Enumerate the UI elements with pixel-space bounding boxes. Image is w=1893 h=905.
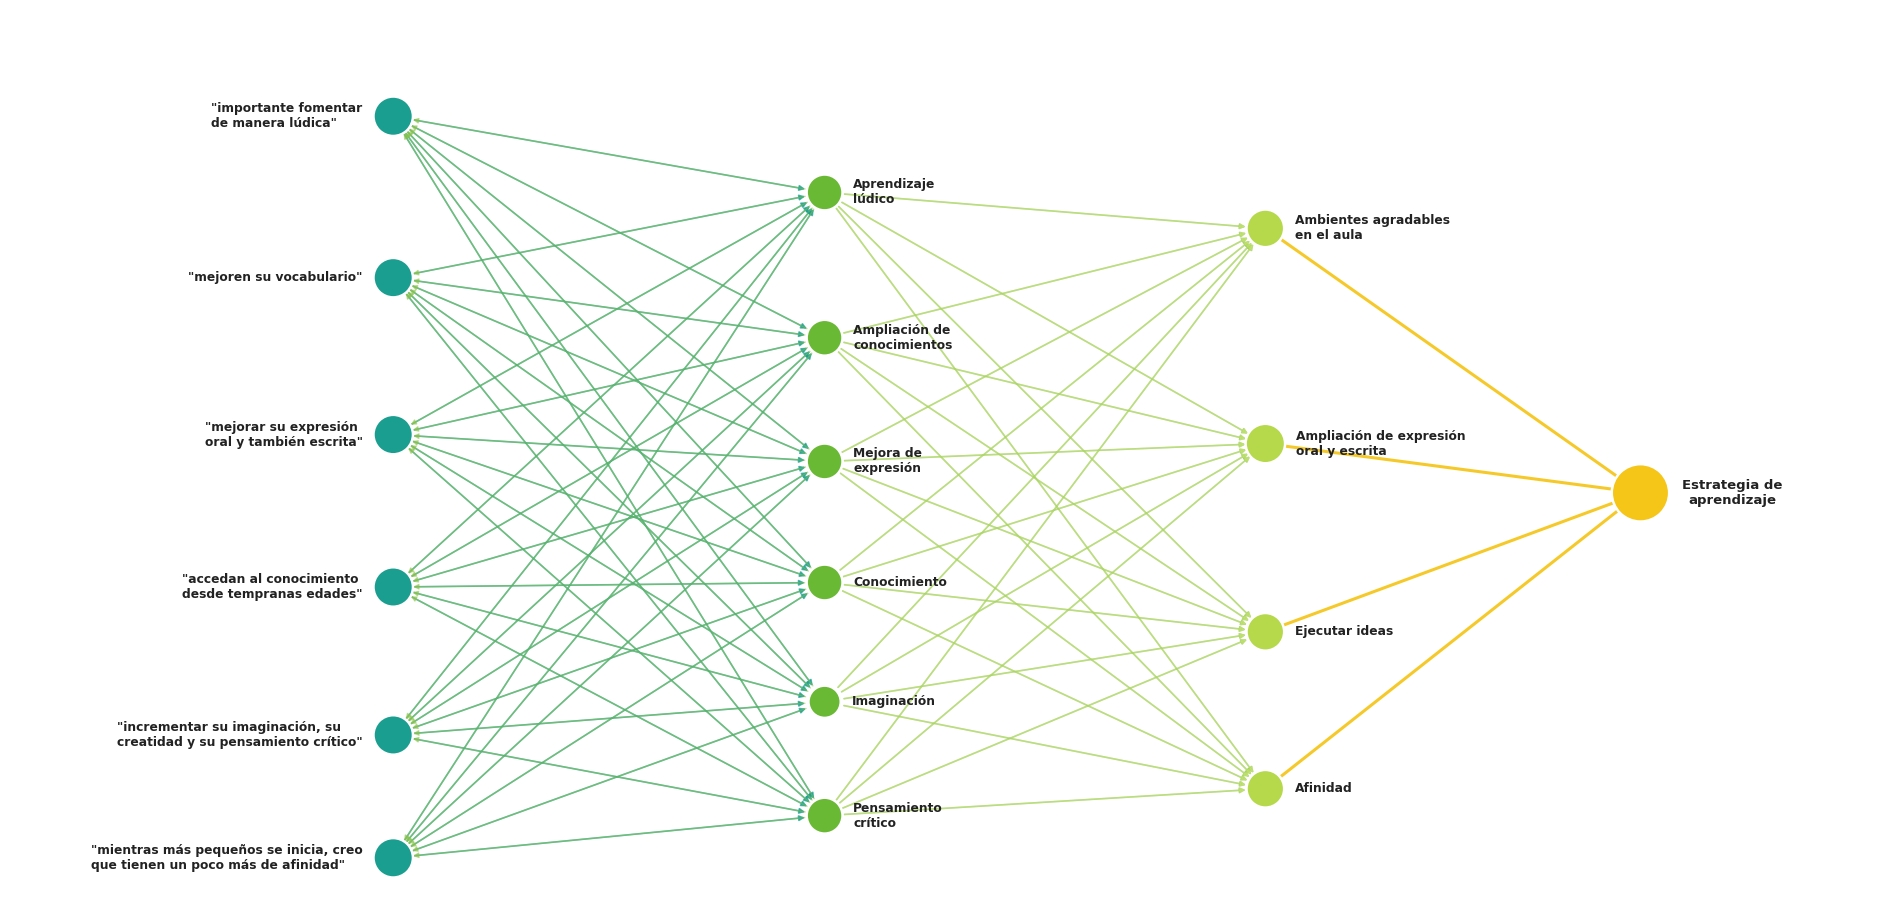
Text: Aprendizaje
lúdico: Aprendizaje lúdico bbox=[854, 178, 935, 206]
Circle shape bbox=[373, 97, 413, 136]
Circle shape bbox=[373, 715, 413, 755]
Text: Imaginación: Imaginación bbox=[852, 695, 935, 709]
Text: "accedan al conocimiento
desde tempranas edades": "accedan al conocimiento desde tempranas… bbox=[182, 573, 363, 601]
Circle shape bbox=[1611, 464, 1670, 521]
Circle shape bbox=[1246, 209, 1283, 247]
Text: Afinidad: Afinidad bbox=[1295, 782, 1353, 795]
Text: Ampliación de expresión
oral y escrita: Ampliación de expresión oral y escrita bbox=[1297, 430, 1465, 458]
Text: Mejora de
expresión: Mejora de expresión bbox=[854, 447, 922, 475]
Text: Ejecutar ideas: Ejecutar ideas bbox=[1295, 625, 1393, 638]
Circle shape bbox=[1246, 770, 1283, 807]
Circle shape bbox=[1246, 424, 1285, 463]
Text: "mientras más pequeños se inicia, creo
que tienen un poco más de afinidad": "mientras más pequeños se inicia, creo q… bbox=[91, 843, 363, 872]
Circle shape bbox=[806, 797, 842, 834]
Circle shape bbox=[806, 319, 842, 356]
Circle shape bbox=[808, 686, 840, 718]
Text: "mejorar su expresión
oral y también escrita": "mejorar su expresión oral y también esc… bbox=[204, 421, 363, 449]
Text: Pensamiento
crítico: Pensamiento crítico bbox=[854, 802, 943, 830]
Circle shape bbox=[1246, 613, 1283, 651]
Text: Ambientes agradables
en el aula: Ambientes agradables en el aula bbox=[1295, 214, 1450, 243]
Circle shape bbox=[806, 175, 842, 210]
Circle shape bbox=[806, 565, 842, 600]
Text: Conocimiento: Conocimiento bbox=[854, 576, 946, 589]
Circle shape bbox=[806, 443, 842, 480]
Text: "incrementar su imaginación, su
creatidad y su pensamiento crítico": "incrementar su imaginación, su creatida… bbox=[117, 721, 363, 749]
Text: Ampliación de
conocimientos: Ampliación de conocimientos bbox=[854, 324, 952, 352]
Text: Estrategia de
aprendizaje: Estrategia de aprendizaje bbox=[1681, 479, 1781, 507]
Circle shape bbox=[373, 414, 413, 454]
Circle shape bbox=[373, 838, 413, 878]
Text: "importante fomentar
de manera lúdica": "importante fomentar de manera lúdica" bbox=[212, 102, 363, 130]
Circle shape bbox=[373, 258, 413, 298]
Text: "mejoren su vocabulario": "mejoren su vocabulario" bbox=[187, 272, 363, 284]
Circle shape bbox=[373, 567, 413, 606]
